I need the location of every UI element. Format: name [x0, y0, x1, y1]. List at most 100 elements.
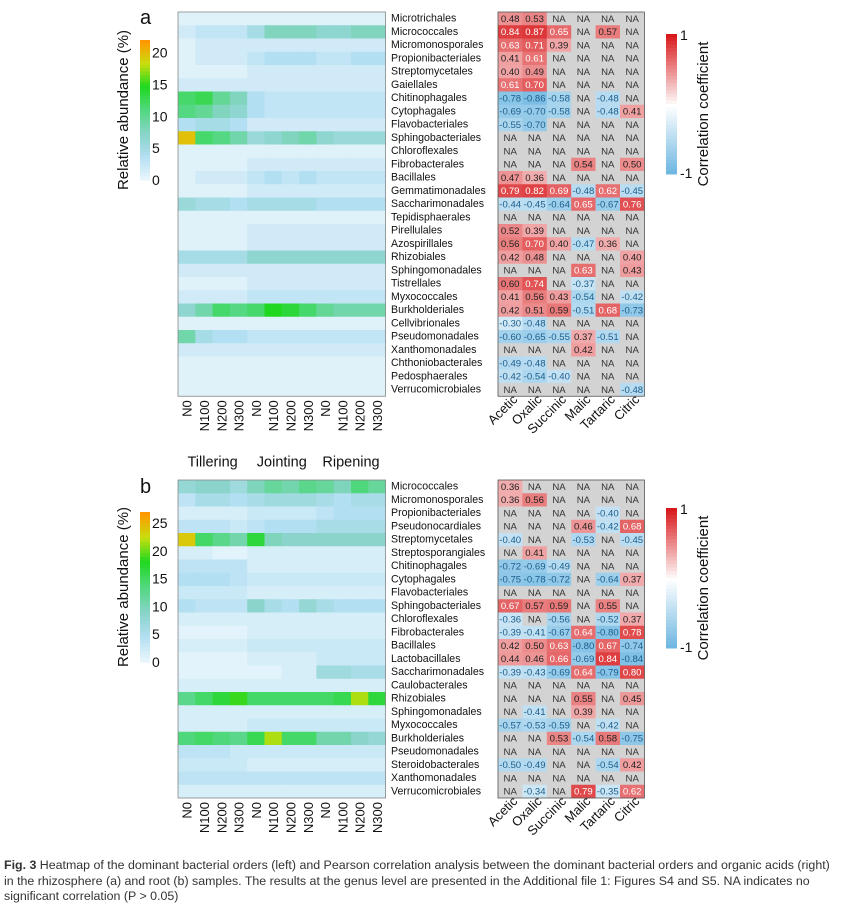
abundance-frame — [177, 11, 387, 397]
abundance-cell — [368, 625, 386, 640]
abundance-cell — [229, 506, 248, 521]
caption-text: Heatmap of the dominant bacterial orders… — [4, 858, 830, 903]
abundance-tick-label: 5 — [152, 140, 160, 156]
correlation-cell — [571, 91, 596, 106]
correlation-matrix: 0.48 0.53 NA NA NA NA0.84 0.87 0.65 NA 0.57 NA0.63… — [498, 12, 645, 397]
abundance-cell — [229, 705, 248, 719]
abundance-cell — [264, 771, 283, 786]
correlation-value: -0.69 — [548, 667, 570, 678]
abundance-cell — [247, 91, 265, 106]
correlation-cell — [522, 104, 548, 119]
correlation-cell — [595, 784, 621, 799]
order-label: Streptomycetales — [391, 66, 473, 78]
abundance-cell — [247, 771, 265, 786]
correlation-cell — [620, 784, 645, 799]
abundance-cell — [178, 506, 196, 521]
abundance-cell — [351, 184, 369, 198]
abundance-cell — [299, 586, 317, 600]
correlation-cell — [571, 12, 596, 26]
correlation-value: NA — [552, 345, 566, 356]
correlation-value: NA — [552, 760, 566, 771]
correlation-cell — [620, 625, 645, 640]
correlation-cell — [546, 250, 572, 265]
abundance-cell — [351, 692, 369, 706]
abundance-cell — [247, 731, 265, 746]
correlation-value: 0.68 — [598, 305, 617, 316]
correlation-cell — [522, 303, 548, 318]
colorbar-segment — [666, 160, 677, 164]
abundance-cell — [264, 678, 283, 693]
colorbar-segment — [666, 585, 677, 589]
correlation-cell — [571, 383, 596, 397]
abundance-cell — [212, 586, 231, 600]
correlation-cell — [571, 277, 596, 291]
correlation-value: 0.76 — [623, 199, 642, 210]
colorbar-segment — [140, 141, 150, 146]
correlation-value: NA — [552, 160, 566, 171]
correlation-cell — [522, 12, 548, 26]
abundance-cell — [351, 784, 369, 799]
abundance-cell — [351, 625, 369, 640]
correlation-cell — [522, 237, 548, 251]
abundance-cell — [316, 303, 335, 318]
abundance-cell — [229, 612, 248, 627]
abundance-cell — [212, 78, 231, 92]
abundance-cell — [316, 316, 335, 331]
colorbar-segment — [140, 127, 150, 132]
correlation-value: 0.56 — [501, 239, 520, 250]
correlation-cell — [498, 546, 523, 560]
colorbar-segment — [666, 627, 677, 631]
correlation-value: 0.39 — [525, 226, 544, 237]
abundance-cell — [229, 745, 248, 759]
order-label: Chloroflexales — [391, 613, 458, 625]
abundance-cell — [247, 303, 265, 318]
abundance-cell — [229, 625, 248, 640]
correlation-cell — [620, 104, 645, 119]
correlation-value: NA — [552, 279, 566, 290]
abundance-cell — [247, 480, 265, 494]
abundance-cell — [212, 546, 231, 560]
abundance-cell — [212, 263, 231, 278]
correlation-value: NA — [552, 707, 566, 718]
colorbar-segment — [666, 581, 677, 586]
correlation-cell — [595, 665, 621, 680]
correlation-cell — [571, 506, 596, 521]
correlation-cell — [595, 533, 621, 547]
correlation-value: 0.45 — [623, 694, 642, 705]
correlation-cell — [498, 784, 523, 799]
abundance-cell — [351, 745, 369, 759]
correlation-value: -0.78 — [524, 575, 546, 586]
abundance-cell — [333, 197, 352, 212]
abundance-cell — [247, 224, 265, 238]
abundance-cell — [281, 91, 300, 106]
correlation-cell — [595, 586, 621, 600]
correlation-cell — [498, 210, 523, 225]
correlation-value: 0.63 — [574, 266, 593, 277]
correlation-value: NA — [577, 54, 591, 65]
correlation-cell — [595, 91, 621, 106]
abundance-cell — [299, 277, 317, 291]
abundance-legend-title: Relative abundance (%) — [115, 30, 132, 190]
abundance-cell — [281, 144, 300, 159]
correlation-value: -0.54 — [597, 760, 620, 771]
abundance-cell — [351, 480, 369, 494]
correlation-value: NA — [577, 107, 591, 118]
correlation-cell — [498, 131, 523, 145]
correlation-cell — [498, 356, 523, 371]
correlation-value: NA — [601, 54, 615, 65]
correlation-value: -0.48 — [621, 385, 643, 396]
colorbar-segment — [140, 47, 150, 51]
correlation-value: NA — [601, 213, 615, 224]
abundance-cell — [333, 533, 352, 547]
abundance-tick-label: 0 — [152, 172, 160, 188]
correlation-cell — [498, 171, 523, 185]
correlation-cell — [595, 25, 621, 39]
colorbar-segment — [140, 527, 150, 532]
correlation-cell — [522, 383, 548, 397]
abundance-cell — [264, 316, 283, 331]
abundance-cell — [299, 705, 317, 719]
colorbar-segment — [140, 117, 150, 121]
correlation-cell — [546, 91, 572, 106]
abundance-cell — [316, 356, 335, 371]
abundance-cell — [247, 519, 265, 534]
